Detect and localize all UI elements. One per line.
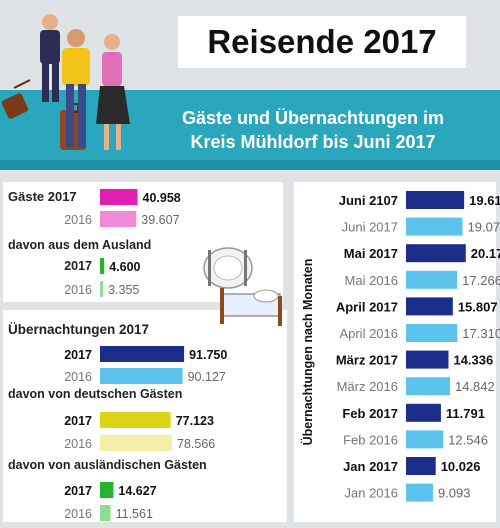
month-label-1: Juni 2017 [342,220,398,235]
month-bar-5 [406,324,458,342]
overnights-group-heading-2: davon von ausländischen Gästen [8,458,207,472]
title-box [178,16,466,68]
month-label-10: Jan 2017 [343,459,398,474]
page-title: Reisende 2017 [207,23,437,60]
abroad-2017-bar [100,258,105,274]
overnights-1-2016-label: 2016 [64,437,92,451]
overnights-group-heading-1: davon von deutschen Gästen [8,387,182,401]
overnights-1-2016-bar [100,435,173,451]
travellers-illustration [1,14,130,150]
month-value-11: 9.093 [438,486,471,501]
month-value-2: 20.172 [471,246,500,261]
abroad-2016-bar [100,281,104,297]
months-title: Übernachtungen nach Monaten [300,259,315,446]
month-bar-6 [406,350,449,369]
abroad-2016-value: 3.355 [108,283,139,297]
subtitle-line-1: Gäste und Übernachtungen im [181,108,445,128]
month-value-9: 12.546 [448,432,488,447]
overnights-0-2016-value: 90.127 [188,370,226,384]
overnights-2-2016-value: 11.561 [116,507,153,521]
month-value-8: 11.791 [446,406,485,421]
month-bar-7 [406,377,450,396]
month-bar-8 [406,403,441,422]
month-bar-4 [406,297,453,316]
overnights-2-2017-bar [100,482,114,498]
month-label-5: April 2016 [339,326,398,341]
month-label-3: Mai 2016 [345,273,398,288]
month-value-4: 15.807 [458,299,498,314]
overnights-1-2017-label: 2017 [64,414,92,428]
month-value-0: 19.618 [469,193,500,208]
month-value-6: 14.336 [453,353,493,368]
overnights-2-2016-bar [100,505,111,521]
month-bar-11 [406,483,433,502]
overnights-0-2017-value: 91.750 [189,348,227,362]
month-label-11: Jan 2016 [345,486,399,501]
month-bar-1 [406,217,463,236]
month-label-0: Juni 2107 [339,193,398,208]
overnights-1-2017-bar [100,412,171,428]
abroad-2017-label: 2017 [64,259,92,273]
abroad-heading: davon aus dem Ausland [8,238,151,252]
guests-2016-bar [100,211,137,227]
overnights-0-2016-bar [100,368,183,384]
overnights-0-2017-label: 2017 [64,348,92,362]
month-label-2: Mai 2017 [344,246,398,261]
month-label-7: März 2016 [337,379,398,394]
month-bar-0 [406,191,465,209]
month-bar-2 [406,244,466,263]
month-label-9: Feb 2016 [343,432,398,447]
guests-2017-value: 40.958 [143,191,181,205]
chart-months: Übernachtungen nach Monaten Juni 2107 19.6… [300,191,500,502]
month-value-1: 19.070 [468,220,500,235]
guests-title: Gäste 2017 [8,189,77,204]
month-label-4: April 2017 [336,299,398,314]
guests-2017-bar [100,189,138,205]
subtitle-line-2: Kreis Mühldorf bis Juni 2017 [190,132,436,152]
panel-months [294,182,496,522]
teal-band-dark [0,160,500,170]
month-value-10: 10.026 [441,459,481,474]
month-bar-9 [406,430,444,449]
overnights-2-2017-value: 14.627 [118,484,156,498]
chart-guests-overnights: Gäste 2017 40.958 2016 39.607 davon aus dem … [8,189,227,521]
plate-bed-illustration [203,247,282,326]
month-bar-3 [406,270,458,289]
overnights-title: Übernachtungen 2017 [8,322,149,337]
month-bar-10 [406,457,436,475]
overnights-0-2016-label: 2016 [64,370,92,384]
overnights-1-2016-value: 78.566 [177,437,215,451]
month-value-3: 17.266 [462,273,500,288]
month-value-7: 14.842 [455,379,495,394]
overnights-0-2017-bar [100,346,185,362]
overnights-2-2016-label: 2016 [64,507,92,521]
abroad-2017-value: 4.600 [109,260,140,274]
overnights-1-2017-value: 77.123 [176,414,214,428]
overnights-2-2017-label: 2017 [64,484,92,498]
abroad-2016-label: 2016 [64,283,92,297]
month-value-5: 17.310 [462,326,500,341]
month-label-6: März 2017 [336,353,398,368]
month-label-8: Feb 2017 [342,406,398,421]
guests-2016-value: 39.607 [141,213,179,227]
guests-2016-label: 2016 [64,213,92,227]
